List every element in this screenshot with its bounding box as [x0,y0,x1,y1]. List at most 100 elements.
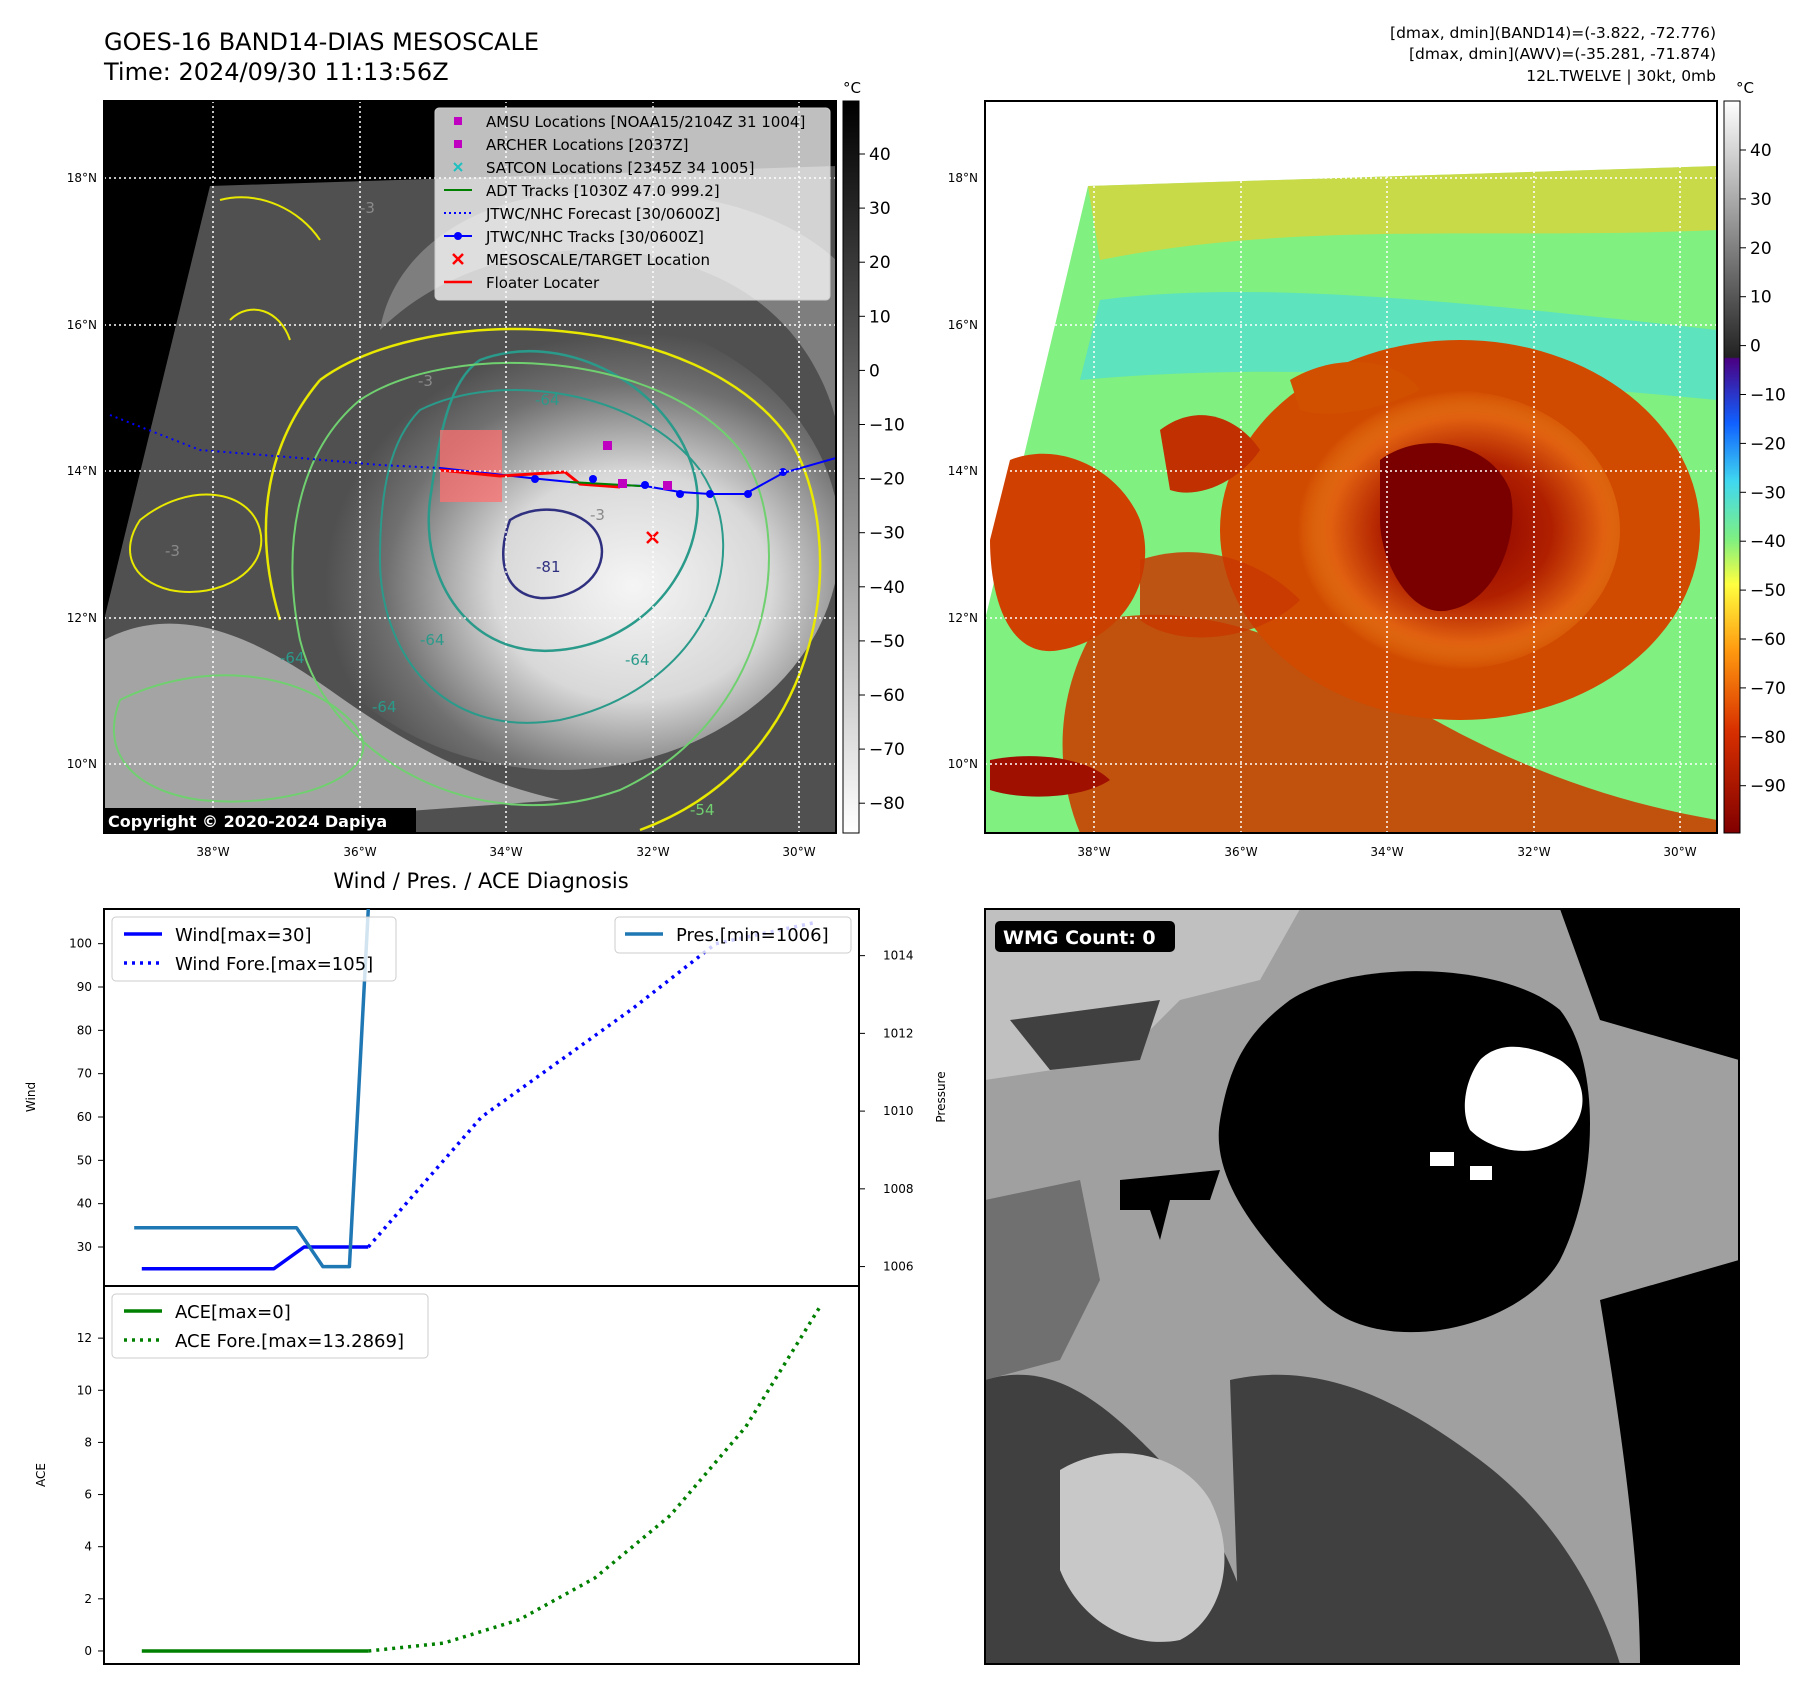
stats-line-3: 12L.TWELVE | 30kt, 0mb [1526,67,1716,85]
awv-colorbar-tick-label: −80 [1750,728,1786,748]
wind-pressure-panel: 30 40 50 60 70 80 90 100 1006 1008 1010 1012 1014 W… [24,908,948,1287]
ir-colorbar-tick-label: −60 [869,686,905,706]
ir-colorbar-tick-label: −10 [869,416,905,436]
contour-label: -64 [280,649,305,667]
ir-colorbar-tick-label: −50 [869,632,905,652]
awv-lat-labels: 18°N 16°N 14°N 12°N 10°N [948,171,978,771]
legend-label: ACE[max=0] [175,1302,291,1323]
y-tick-label: 8 [84,1435,92,1449]
series-line-2 [134,909,371,1269]
awv-colorbar-tick-label: −90 [1750,777,1786,797]
colorbar-unit: °C [843,79,861,97]
ace-ticks: 0 2 4 6 8 10 12 [77,1331,104,1658]
lon-label: 34°W [489,845,522,859]
lat-label: 10°N [67,757,97,771]
y-tick-label: 10 [77,1383,92,1397]
y-right-tick-label: 1008 [883,1182,914,1196]
contour-label: -64 [420,631,445,649]
y-tick-label: 50 [77,1153,92,1167]
y-tick-label: 2 [84,1592,92,1606]
legend-label: Wind[max=30] [175,925,312,946]
ir-colorbar-tick-label: 20 [869,253,891,273]
legend-symbols [444,117,472,284]
ir-colorbar-tick-label: 40 [869,145,891,165]
y-tick-label: 40 [77,1197,92,1211]
ir-track-points [531,441,787,544]
awv-colorbar-tick-label: −50 [1750,581,1786,601]
legend-label: SATCON Locations [2345Z 34 1005] [486,159,754,177]
lon-label: 34°W [1370,845,1403,859]
wmg-imagery [985,909,1739,1664]
y-tick-label: 100 [69,937,92,951]
lon-label: 36°W [343,845,376,859]
lat-label: 18°N [67,171,97,185]
stats-line-2: [dmax, dmin](AWV)=(-35.281, -71.874) [1409,45,1716,63]
lon-label: 30°W [1663,845,1696,859]
contour-label: -64 [372,698,397,716]
y-tick-label: 70 [77,1067,92,1081]
y-tick-label: 60 [77,1110,92,1124]
contour-label: -64 [535,391,560,409]
ir-legend: AMSU Locations [NOAA15/2104Z 31 1004] AR… [434,107,831,301]
contour-label: -54 [690,801,715,819]
legend-label: ACE Fore.[max=13.2869] [175,1331,404,1352]
wmg-panel: WMG Count: 0 [984,908,1740,1665]
lat-label: 14°N [67,464,97,478]
awv-colorbar-tick-label: −30 [1750,483,1786,503]
lat-label: 16°N [948,318,978,332]
copyright: Copyright © 2020-2024 Dapiya [108,812,387,831]
y-tick-label: 4 [84,1540,92,1554]
lat-label: 12°N [948,611,978,625]
ace-axis-label: ACE [34,1463,48,1487]
lat-label: 10°N [948,757,978,771]
awv-colorbar-tick-label: −60 [1750,630,1786,650]
lon-label: 32°W [1517,845,1550,859]
awv-colorbar-tick-label: 20 [1750,239,1772,259]
awv-colorbar-tick-label: 30 [1750,190,1772,210]
y-tick-label: 90 [77,980,92,994]
legend-label: ARCHER Locations [2037Z] [486,136,689,154]
awv-gridlines [985,101,1717,833]
ir-colorbar-tick-label: −80 [869,794,905,814]
figure-time: Time: 2024/09/30 11:13:56Z [103,58,449,86]
awv-imagery [985,101,1717,833]
ir-lon-labels: 38°W 36°W 34°W 32°W 30°W [196,845,815,859]
y-tick-label: 0 [84,1644,92,1658]
ir-colorbar-tick-label: −30 [869,524,905,544]
legend-label: Floater Locater [486,274,600,292]
chart-title: Wind / Pres. / ACE Diagnosis [333,869,628,893]
ace-legend: ACE[max=0] ACE Fore.[max=13.2869] [111,1293,429,1359]
y-right-tick-label: 1012 [883,1026,914,1040]
awv-map-panel: 18°N 16°N 14°N 12°N 10°N 38°W 36°W 34°W … [948,100,1718,859]
y-right-tick-label: 1006 [883,1260,914,1274]
lat-label: 16°N [67,318,97,332]
awv-colorbar-tick-label: 40 [1750,141,1772,161]
awv-colorbar-tick-label: −20 [1750,434,1786,454]
contour-label: -3 [418,372,433,390]
lat-label: 14°N [948,464,978,478]
legend-label: AMSU Locations [NOAA15/2104Z 31 1004] [486,113,805,131]
lon-label: 38°W [196,845,229,859]
colorbar-unit: °C [1736,79,1754,97]
contour-label: -3 [165,542,180,560]
y-right-tick-label: 1010 [883,1104,914,1118]
awv-colorbar: °C 40 30 20 10 0 −10 −20 −30 −40 −50 −60 −70 −80 −90 [1723,79,1786,834]
lat-label: 12°N [67,611,97,625]
awv-colorbar-tick-label: 0 [1750,337,1761,357]
y-tick-label: 12 [77,1331,92,1345]
figure-title: GOES-16 BAND14-DIAS MESOSCALE [104,28,539,56]
y-tick-label: 80 [77,1023,92,1037]
legend-label: MESOSCALE/TARGET Location [486,251,710,269]
pressure-legend: Pres.[min=1006] [614,916,852,954]
pressure-ticks: 1006 1008 1010 1012 1014 [859,949,914,1274]
ir-colorbar-tick-label: 30 [869,199,891,219]
contour-label: -3 [360,199,375,217]
legend-label: JTWC/NHC Tracks [30/0600Z] [485,228,704,246]
awv-colorbar-tick-label: −40 [1750,532,1786,552]
series-line-0 [141,1245,369,1271]
lon-label: 32°W [636,845,669,859]
colorbar-ticks: 40 30 20 10 0 −10 −20 −30 −40 −50 −60 −70 −80 [859,145,905,814]
contour-label: -3 [590,506,605,524]
stats-line-1: [dmax, dmin](BAND14)=(-3.822, -72.776) [1390,24,1716,42]
